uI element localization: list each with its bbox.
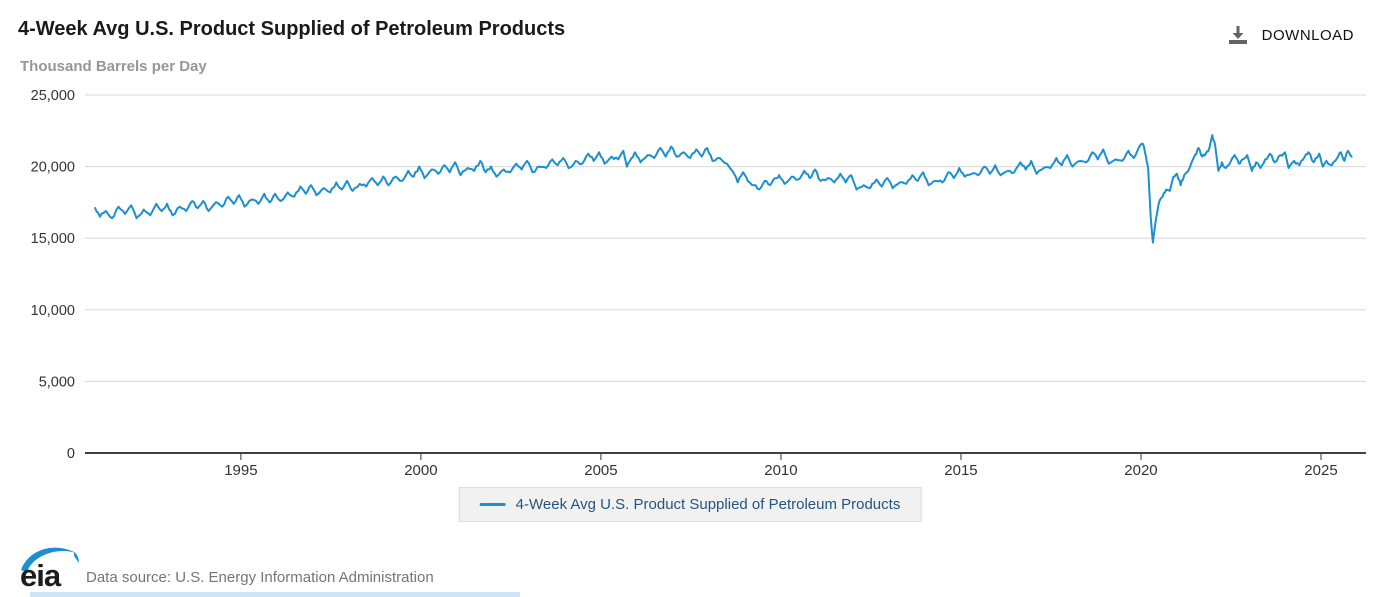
page-title: 4-Week Avg U.S. Product Supplied of Petr… [18, 18, 566, 40]
svg-text:5,000: 5,000 [39, 374, 75, 390]
chart-canvas[interactable]: 0 5,000 10,000 15,000 20,000 25,000 1995 2000 2… [0, 0, 1380, 478]
download-label: DOWNLOAD [1261, 26, 1354, 44]
svg-text:25,000: 25,000 [31, 88, 75, 104]
svg-text:2020: 2020 [1124, 462, 1157, 478]
legend-line-swatch [479, 503, 506, 506]
svg-text:2005: 2005 [584, 462, 617, 478]
legend-label: 4-Week Avg U.S. Product Supplied of Petr… [515, 496, 901, 513]
bottom-accent-strip [30, 592, 520, 597]
svg-text:10,000: 10,000 [31, 303, 75, 319]
svg-text:20,000: 20,000 [31, 160, 75, 176]
svg-text:15,000: 15,000 [31, 231, 75, 247]
data-source-text: Data source: U.S. Energy Information Adm… [86, 569, 434, 586]
gridlines [85, 94, 1366, 454]
svg-text:2010: 2010 [764, 462, 797, 478]
svg-text:2000: 2000 [404, 462, 437, 478]
eia-logo-text: eia [20, 558, 62, 593]
chart-units-subtitle: Thousand Barrels per Day [20, 58, 207, 75]
svg-text:2015: 2015 [944, 462, 977, 478]
svg-text:0: 0 [67, 446, 75, 462]
svg-text:1995: 1995 [224, 462, 257, 478]
download-button[interactable]: DOWNLOAD [1227, 24, 1354, 46]
svg-text:2025: 2025 [1304, 462, 1337, 478]
legend-item[interactable]: 4-Week Avg U.S. Product Supplied of Petr… [458, 487, 922, 522]
y-axis-labels: 0 5,000 10,000 15,000 20,000 25,000 [31, 88, 75, 462]
x-axis: 1995 2000 2005 2010 2015 2020 2025 [224, 454, 1338, 478]
download-icon [1227, 24, 1249, 46]
eia-logo[interactable]: eia [18, 545, 84, 597]
series-line [94, 134, 1353, 244]
